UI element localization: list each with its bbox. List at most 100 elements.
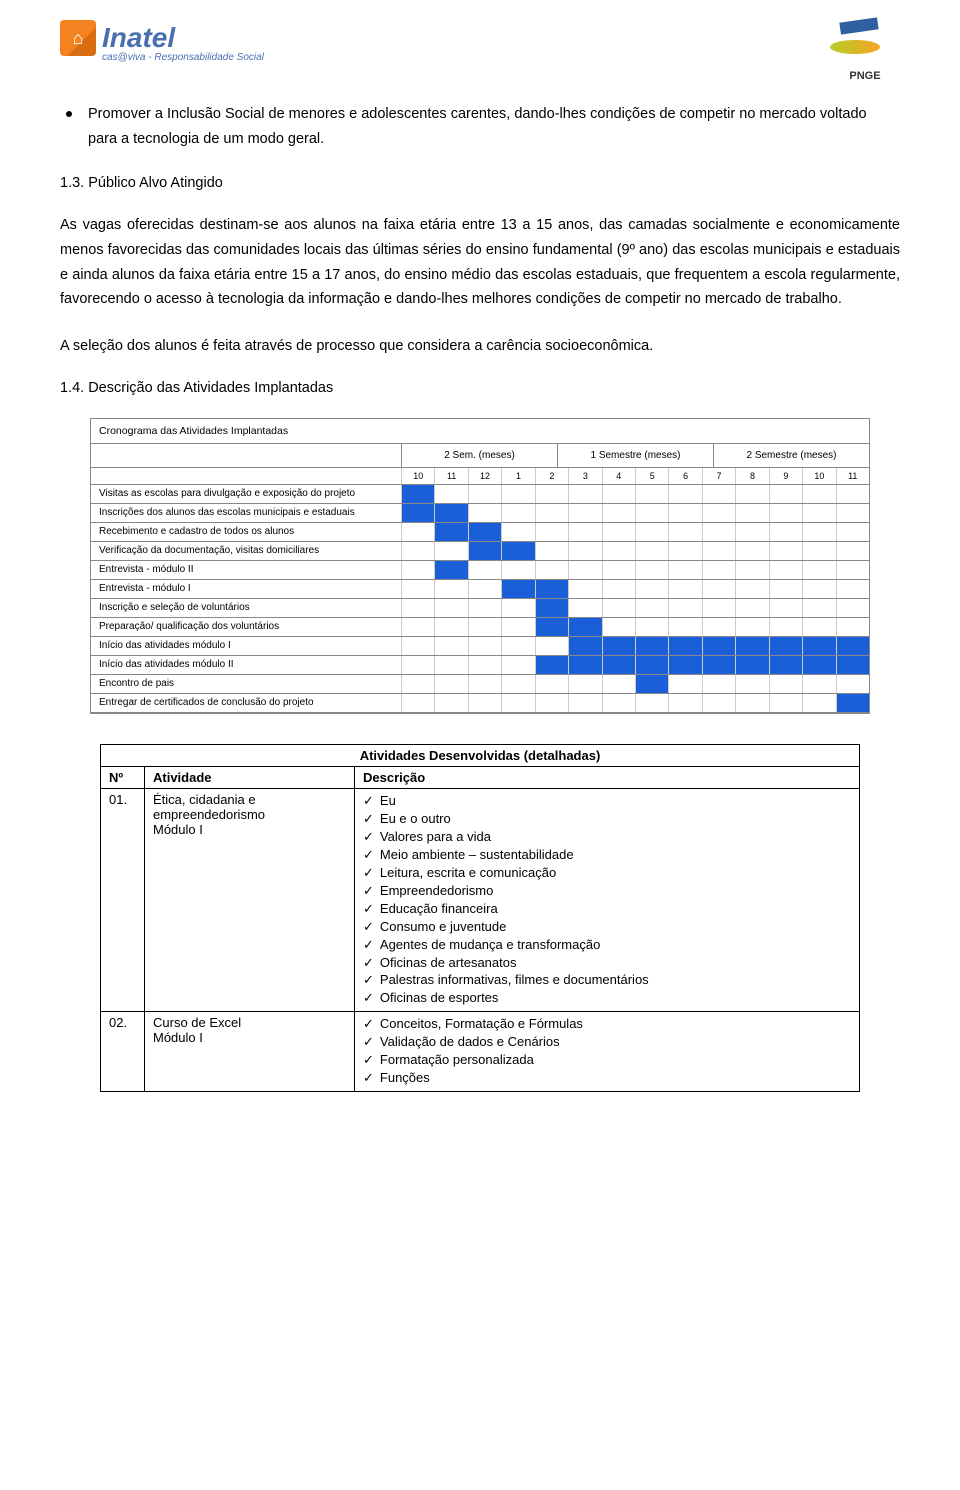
cronograma-cell xyxy=(401,656,434,674)
descricao-item: ✓Agentes de mudança e transformação xyxy=(363,937,851,954)
check-icon: ✓ xyxy=(363,811,374,827)
cronograma-cell xyxy=(668,656,701,674)
cronograma-cell xyxy=(568,656,601,674)
cronograma-month-header: 4 xyxy=(602,468,635,484)
cronograma-cell xyxy=(568,542,601,560)
cronograma-row: Entregar de certificados de conclusão do… xyxy=(91,694,869,713)
cronograma-cell xyxy=(802,675,835,693)
cronograma-cell xyxy=(735,637,768,655)
cronograma-month-header: 10 xyxy=(802,468,835,484)
swoosh-icon xyxy=(830,40,880,54)
cronograma-activity-label: Início das atividades módulo II xyxy=(91,656,401,674)
cronograma-cell xyxy=(535,656,568,674)
cronograma-month-header: 3 xyxy=(568,468,601,484)
cronograma-cell xyxy=(602,561,635,579)
cronograma-cell xyxy=(535,580,568,598)
descricao-item: ✓Eu xyxy=(363,793,851,810)
atividades-row: 02.Curso de Excel Módulo I✓Conceitos, Fo… xyxy=(101,1012,860,1092)
brand-name: Inatel xyxy=(102,22,175,54)
cronograma-cell xyxy=(735,694,768,712)
cronograma-cell xyxy=(702,675,735,693)
cronograma-cell xyxy=(802,504,835,522)
descricao-text: Eu e o outro xyxy=(380,811,451,828)
atividade-descricao: ✓Conceitos, Formatação e Fórmulas✓Valida… xyxy=(355,1012,860,1092)
cronograma-cell xyxy=(635,504,668,522)
cronograma-cell xyxy=(668,485,701,503)
cronograma-cell xyxy=(802,523,835,541)
cronograma-cell xyxy=(401,694,434,712)
grad-cap-icon xyxy=(839,17,878,34)
cronograma-cell xyxy=(702,542,735,560)
cronograma-cell xyxy=(836,542,869,560)
cronograma-cell xyxy=(668,580,701,598)
para-1-3: As vagas oferecidas destinam-se aos alun… xyxy=(60,213,900,312)
cronograma-cell xyxy=(401,485,434,503)
descricao-text: Empreendedorismo xyxy=(380,883,493,900)
cronograma-cell xyxy=(468,561,501,579)
descricao-item: ✓Empreendedorismo xyxy=(363,883,851,900)
descricao-text: Formatação personalizada xyxy=(380,1052,534,1069)
cronograma-month-header: 10 xyxy=(401,468,434,484)
cronograma-month-header: 11 xyxy=(434,468,467,484)
descricao-item: ✓ Meio ambiente – sustentabilidade xyxy=(363,847,851,864)
atividade-nome: Curso de Excel Módulo I xyxy=(145,1012,355,1092)
cronograma-cell xyxy=(468,637,501,655)
cronograma-cell xyxy=(735,523,768,541)
cronograma-cell xyxy=(468,618,501,636)
cronograma-cell xyxy=(501,485,534,503)
atividade-num: 02. xyxy=(101,1012,145,1092)
cronograma-month-header: 9 xyxy=(769,468,802,484)
cronograma-cell xyxy=(769,656,802,674)
cronograma-cell xyxy=(602,523,635,541)
heading-1-3: 1.3. Público Alvo Atingido xyxy=(60,175,900,191)
descricao-text: Meio ambiente – sustentabilidade xyxy=(380,847,574,864)
logo-left: ⌂ Inatel cas@viva - Responsabilidade Soc… xyxy=(60,20,320,63)
atividades-col-header: Descrição xyxy=(355,767,860,789)
cronograma-cell xyxy=(635,618,668,636)
check-icon: ✓ xyxy=(363,1070,374,1086)
cronograma-cell xyxy=(635,523,668,541)
cronograma-cell xyxy=(668,523,701,541)
cronograma-month-header: 8 xyxy=(735,468,768,484)
cronograma-cell xyxy=(501,675,534,693)
cronograma-cell xyxy=(836,580,869,598)
cronograma-cell xyxy=(468,542,501,560)
check-icon: ✓ xyxy=(363,847,374,863)
cronograma-month-header: 1 xyxy=(501,468,534,484)
cronograma-cell xyxy=(602,542,635,560)
cronograma-cell xyxy=(602,656,635,674)
check-icon: ✓ xyxy=(363,829,374,845)
cronograma-cell xyxy=(535,675,568,693)
cronograma-cell xyxy=(535,694,568,712)
cronograma-cell xyxy=(668,561,701,579)
cronograma-cell xyxy=(602,580,635,598)
check-icon: ✓ xyxy=(363,1052,374,1068)
cronograma-cell xyxy=(535,485,568,503)
cronograma-cell xyxy=(702,523,735,541)
cronograma-cell xyxy=(702,637,735,655)
cronograma-cell xyxy=(735,656,768,674)
cronograma-cell xyxy=(802,485,835,503)
cronograma-cell xyxy=(568,637,601,655)
cronograma-cell xyxy=(501,561,534,579)
cronograma-month-header: 7 xyxy=(702,468,735,484)
cronograma-row: Recebimento e cadastro de todos os aluno… xyxy=(91,523,869,542)
cronograma-cell xyxy=(635,694,668,712)
cronograma-cell xyxy=(836,599,869,617)
cronograma-cell xyxy=(535,637,568,655)
cronograma-cell xyxy=(501,599,534,617)
cronograma-cell xyxy=(535,599,568,617)
cronograma-cell xyxy=(468,599,501,617)
cronograma-month-header: 6 xyxy=(668,468,701,484)
cronograma-cell xyxy=(769,675,802,693)
cronograma-cell xyxy=(434,656,467,674)
cronograma-cell xyxy=(836,561,869,579)
cronograma-activity-label: Entrevista - módulo II xyxy=(91,561,401,579)
cronograma-row: Início das atividades módulo I xyxy=(91,637,869,656)
cronograma-cell xyxy=(802,580,835,598)
descricao-item: ✓ Eu e o outro xyxy=(363,811,851,828)
descricao-item: ✓Oficinas de artesanatos xyxy=(363,955,851,972)
cronograma-cell xyxy=(702,656,735,674)
cronograma-cell xyxy=(769,618,802,636)
cronograma-cell xyxy=(568,485,601,503)
